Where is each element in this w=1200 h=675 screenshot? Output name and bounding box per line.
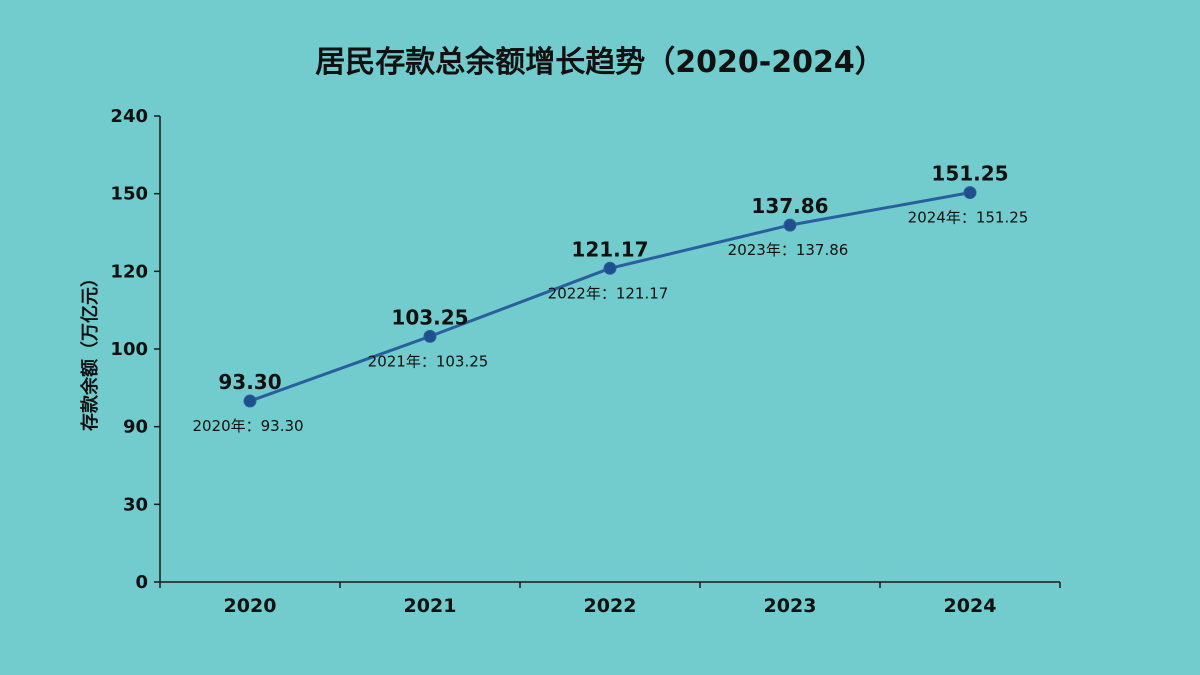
x-tick-label: 2022 <box>584 595 637 617</box>
data-point <box>963 186 977 200</box>
x-tick-label: 2024 <box>944 595 997 617</box>
y-tick-label: 120 <box>110 261 148 282</box>
x-tick-label: 2023 <box>764 595 817 617</box>
data-value-label: 137.86 <box>751 194 828 218</box>
data-point <box>243 394 257 408</box>
data-value-label: 103.25 <box>391 305 468 329</box>
data-annotation: 2024年：151.25 <box>908 209 1029 227</box>
y-axis-label: 存款余额（万亿元） <box>79 269 101 431</box>
data-value-label: 151.25 <box>931 162 1008 186</box>
chart-title: 居民存款总余额增长趋势（2020-2024） <box>315 45 884 80</box>
data-point <box>423 329 437 343</box>
data-annotation: 2020年：93.30 <box>192 417 303 435</box>
y-tick-label: 30 <box>123 494 148 515</box>
y-tick-label: 150 <box>110 184 148 205</box>
data-labels: 93.30 2020年：93.30 103.25 2021年：103.25 121.17… <box>192 162 1028 435</box>
axes <box>159 116 1060 583</box>
data-point <box>603 261 617 275</box>
y-tick-label: 100 <box>110 339 148 360</box>
data-value-label: 93.30 <box>218 370 281 394</box>
data-value-label: 121.17 <box>571 237 648 261</box>
y-tick-label: 90 <box>123 417 148 438</box>
y-tick-label: 240 <box>110 106 148 127</box>
y-axis-ticks: 0 30 90 100 120 150 240 <box>110 106 160 593</box>
data-annotation: 2021年：103.25 <box>368 352 489 370</box>
x-tick-label: 2021 <box>404 595 457 617</box>
y-tick-label: 0 <box>135 572 148 593</box>
data-point <box>783 218 797 232</box>
data-annotation: 2023年：137.86 <box>728 241 849 259</box>
x-tick-label: 2020 <box>224 595 277 617</box>
x-axis-ticks: 2020 2021 2022 2023 2024 <box>159 582 1061 617</box>
series-line <box>243 186 977 408</box>
data-annotation: 2022年：121.17 <box>548 284 669 302</box>
